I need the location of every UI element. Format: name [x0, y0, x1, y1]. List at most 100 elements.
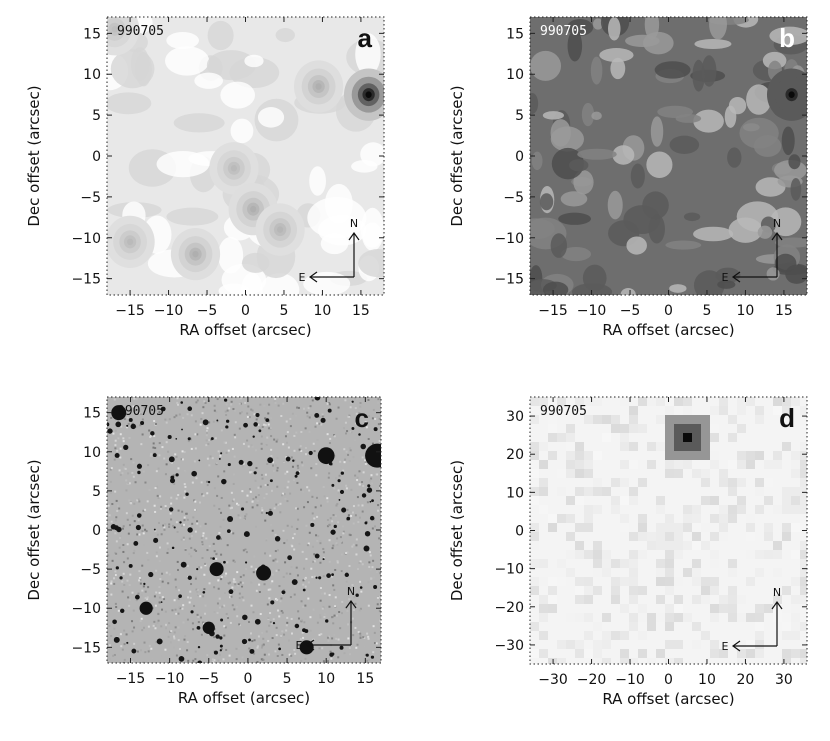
noise-speck [293, 548, 296, 551]
pixel-cell [782, 613, 791, 622]
noise-speck [123, 561, 126, 564]
noise-speck [366, 632, 369, 635]
noise-speck [322, 547, 325, 550]
noise-speck [251, 445, 254, 448]
pixel-cell [728, 613, 737, 622]
noise-speck [302, 605, 305, 608]
noise-speck [213, 550, 216, 553]
noise-speck [201, 540, 204, 543]
noise-speck [282, 589, 285, 592]
pixel-cell [575, 649, 584, 658]
noise-blob [218, 236, 244, 274]
noise-speck [186, 564, 189, 567]
noise-speck [262, 643, 265, 646]
y-tick-label: −15 [71, 640, 101, 656]
noise-speck [173, 416, 176, 419]
noise-speck [226, 544, 229, 547]
noise-speck [250, 469, 253, 472]
field-star [219, 649, 222, 652]
pixel-cell [566, 550, 575, 559]
noise-speck [112, 432, 115, 435]
noise-speck [343, 448, 346, 451]
noise-speck [193, 604, 196, 607]
noise-speck [213, 659, 216, 662]
pixel-cell [656, 442, 665, 451]
pixel-cell [800, 559, 807, 568]
noise-speck [295, 566, 298, 569]
noise-speck [133, 409, 136, 412]
noise-speck [135, 398, 138, 401]
noise-speck [186, 618, 189, 621]
noise-speck [114, 418, 117, 421]
noise-blob [648, 214, 665, 244]
pixel-cell [773, 649, 782, 658]
noise-speck [118, 469, 121, 472]
compass-east-label: E [722, 271, 729, 284]
pixel-cell [665, 577, 674, 586]
noise-blob [173, 113, 225, 133]
noise-speck [142, 626, 145, 629]
noise-speck [349, 449, 352, 452]
noise-speck [186, 518, 189, 521]
noise-speck [112, 654, 115, 657]
pixel-cell [791, 514, 800, 523]
pixel-cell [611, 559, 620, 568]
field-star [308, 450, 313, 456]
noise-speck [153, 435, 156, 438]
noise-speck [255, 466, 258, 469]
field-star [373, 427, 378, 432]
noise-speck [379, 619, 381, 622]
noise-speck [238, 427, 241, 430]
noise-speck [337, 489, 340, 492]
noise-speck [190, 414, 193, 417]
noise-speck [296, 530, 299, 533]
noise-speck [246, 439, 249, 442]
noise-speck [248, 647, 251, 650]
noise-speck [202, 406, 205, 409]
noise-speck [154, 510, 157, 513]
noise-speck [355, 412, 358, 415]
noise-speck [323, 557, 326, 560]
noise-speck [360, 590, 363, 593]
pixel-cell [692, 595, 701, 604]
noise-speck [334, 596, 337, 599]
noise-speck [246, 415, 249, 418]
noise-speck [319, 540, 322, 543]
noise-speck [199, 525, 202, 528]
compass-north-label: N [350, 217, 358, 230]
noise-speck [251, 409, 254, 412]
noise-speck [256, 660, 259, 663]
noise-speck [334, 605, 337, 608]
x-tick-label: −5 [198, 671, 219, 687]
noise-speck [379, 572, 381, 575]
noise-speck [201, 543, 204, 546]
noise-speck [204, 522, 207, 525]
noise-speck [192, 628, 195, 631]
noise-speck [378, 537, 381, 540]
noise-blob [757, 225, 773, 239]
noise-speck [242, 574, 245, 577]
noise-speck [159, 546, 162, 549]
field-star [366, 487, 373, 493]
noise-speck [203, 573, 206, 576]
pixel-cell [557, 658, 566, 664]
noise-speck [343, 652, 346, 655]
pixel-cell [629, 532, 638, 541]
source [250, 205, 257, 213]
pixel-cell [593, 478, 602, 487]
noise-speck [164, 610, 167, 613]
noise-speck [354, 422, 357, 425]
noise-speck [219, 654, 222, 657]
noise-speck [149, 434, 152, 437]
pixel-cell [647, 541, 656, 550]
noise-speck [302, 579, 305, 582]
noise-speck [250, 618, 253, 621]
pixel-cell [620, 649, 629, 658]
field-star [294, 623, 300, 629]
pixel-cell [737, 406, 746, 415]
noise-speck [154, 529, 157, 532]
noise-speck [192, 468, 195, 471]
noise-speck [122, 463, 125, 466]
pixel-cell [530, 577, 539, 586]
pixel-cell [593, 649, 602, 658]
